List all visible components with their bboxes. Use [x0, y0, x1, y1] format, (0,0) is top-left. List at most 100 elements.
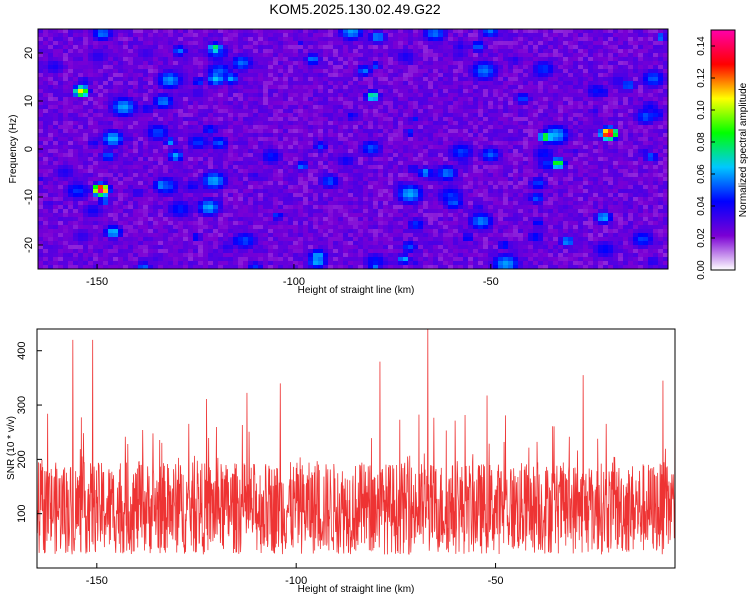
heatmap-cell	[523, 105, 529, 110]
heatmap-cell	[108, 93, 114, 98]
heatmap-cell	[63, 125, 69, 130]
heatmap-cell	[63, 57, 69, 62]
heatmap-cell	[258, 33, 264, 38]
heatmap-cell	[273, 149, 279, 154]
heatmap-cell	[168, 93, 174, 98]
heatmap-cell	[58, 57, 64, 62]
heatmap-cell	[203, 149, 209, 154]
heatmap-cell	[613, 109, 619, 114]
heatmap-cell	[73, 29, 79, 34]
heatmap-cell	[573, 173, 579, 178]
heatmap-cell	[288, 169, 294, 174]
heatmap-cell	[423, 157, 429, 162]
heatmap-cell	[243, 181, 249, 186]
heatmap-cell	[473, 45, 479, 50]
heatmap-cell	[578, 85, 584, 90]
heatmap-cell	[393, 121, 399, 126]
heatmap-cell	[408, 185, 414, 190]
heatmap-cell	[133, 73, 139, 78]
heatmap-cell	[368, 129, 374, 134]
heatmap-cell	[53, 53, 59, 58]
heatmap-cell	[163, 45, 169, 50]
heatmap-cell	[318, 37, 324, 42]
heatmap-cell	[338, 121, 344, 126]
heatmap-cell	[103, 61, 109, 66]
heatmap-cell	[563, 129, 569, 134]
heatmap-cell	[343, 33, 349, 38]
heatmap-cell	[613, 41, 619, 46]
heatmap-cell	[68, 65, 74, 70]
heatmap-cell	[268, 85, 274, 90]
heatmap-cell	[148, 133, 154, 138]
heatmap-cell	[78, 129, 84, 134]
heatmap-cell	[608, 149, 614, 154]
heatmap-cell	[628, 85, 634, 90]
heatmap-cell	[283, 105, 289, 110]
heatmap-cell	[443, 101, 449, 106]
heatmap-cell	[433, 121, 439, 126]
heatmap-cell	[438, 153, 444, 158]
heatmap-cell	[363, 61, 369, 66]
heatmap-cell	[463, 173, 469, 178]
heatmap-cell	[433, 49, 439, 54]
heatmap-cell	[583, 73, 589, 78]
heatmap-cell	[63, 45, 69, 50]
heatmap-cell	[303, 169, 309, 174]
heatmap-cell	[303, 97, 309, 102]
heatmap-cell	[43, 73, 49, 78]
heatmap-cell	[303, 121, 309, 126]
heatmap-cell	[53, 173, 59, 178]
heatmap-cell	[573, 69, 579, 74]
heatmap-cell	[268, 57, 274, 62]
heatmap-cell	[488, 61, 494, 66]
heatmap-cell	[303, 101, 309, 106]
heatmap-cell	[278, 181, 284, 186]
heatmap-cell	[158, 93, 164, 98]
heatmap-cell	[578, 157, 584, 162]
heatmap-cell	[623, 97, 629, 102]
heatmap-cell	[53, 93, 59, 98]
heatmap-cell	[458, 65, 464, 70]
heatmap-cell	[98, 33, 104, 38]
heatmap-cell	[328, 45, 334, 50]
heatmap-cell	[313, 69, 319, 74]
heatmap-cell	[523, 97, 529, 102]
heatmap-cell	[553, 101, 559, 106]
heatmap-cell	[213, 169, 219, 174]
heatmap-cell	[183, 105, 189, 110]
heatmap-cell	[278, 61, 284, 66]
heatmap-cell	[138, 113, 144, 118]
heatmap-cell	[538, 53, 544, 58]
heatmap-cell	[403, 113, 409, 118]
heatmap-cell	[203, 145, 209, 150]
heatmap-cell	[208, 77, 214, 82]
heatmap-cell	[388, 93, 394, 98]
heatmap-cell	[428, 65, 434, 70]
heatmap-cell	[148, 157, 154, 162]
heatmap-cell	[433, 105, 439, 110]
heatmap-cell	[123, 109, 129, 114]
heatmap-cell	[68, 133, 74, 138]
heatmap-cell	[188, 173, 194, 178]
heatmap-cell	[248, 153, 254, 158]
heatmap-cell	[583, 133, 589, 138]
heatmap-cell	[473, 89, 479, 94]
heatmap-cell	[528, 149, 534, 154]
heatmap-cell	[573, 157, 579, 162]
heatmap-cell	[118, 153, 124, 158]
heatmap-cell	[303, 165, 309, 170]
heatmap-cell	[158, 141, 164, 146]
heatmap-cell	[628, 45, 634, 50]
heatmap-cell	[443, 41, 449, 46]
heatmap-cell	[413, 145, 419, 150]
heatmap-cell	[548, 45, 554, 50]
heatmap-cell	[338, 165, 344, 170]
heatmap-cell	[268, 45, 274, 50]
heatmap-cell	[238, 45, 244, 50]
heatmap-cell	[488, 97, 494, 102]
heatmap-cell	[508, 89, 514, 94]
heatmap-cell	[273, 169, 279, 174]
heatmap-cell	[38, 157, 44, 162]
heatmap-cell	[608, 129, 614, 134]
heatmap-cell	[648, 53, 654, 58]
